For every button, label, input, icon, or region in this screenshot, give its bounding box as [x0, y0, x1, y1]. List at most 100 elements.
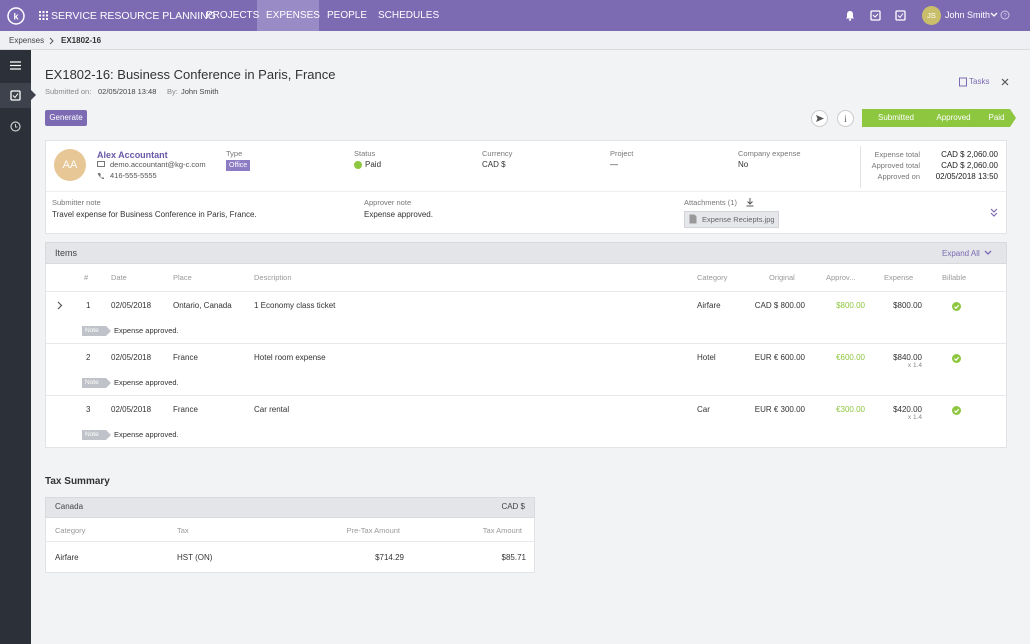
info-button[interactable]: i	[837, 110, 854, 127]
page-title: EX1802-16: Business Conference in Paris,…	[45, 67, 336, 82]
status-step: Approved	[919, 109, 983, 127]
row-description: Car rental	[254, 405, 290, 414]
field-label: Project	[610, 149, 634, 158]
user-avatar[interactable]: JS	[922, 6, 941, 25]
row-original: CAD $ 800.00	[754, 301, 805, 310]
attachments-label: Attachments (1)	[684, 198, 737, 207]
summary-card	[45, 140, 1007, 234]
items-title: Items	[55, 248, 78, 258]
send-button[interactable]	[811, 110, 828, 127]
expand-all-caret[interactable]	[984, 250, 992, 256]
tasks-icon[interactable]	[959, 77, 967, 87]
billable-check	[952, 406, 961, 415]
column-header: Expense	[884, 273, 914, 282]
status-step: Submitted	[862, 109, 930, 127]
row-approved: €600.00	[836, 353, 865, 362]
column-header: Category	[697, 273, 728, 282]
apps-icon[interactable]	[39, 11, 48, 20]
submitted-label: Submitted on:	[45, 87, 92, 96]
row-category: Car	[697, 405, 710, 414]
user-name[interactable]: John Smith	[945, 10, 991, 20]
nav-tab[interactable]: EXPENSES	[266, 10, 320, 21]
field-label: Currency	[482, 149, 513, 158]
nav-tab[interactable]: PEOPLE	[327, 10, 368, 21]
row-approved: €300.00	[836, 405, 865, 414]
history-icon[interactable]	[10, 121, 21, 132]
download-icon[interactable]	[746, 198, 754, 207]
sidebar-pointer	[31, 90, 36, 100]
total-label: Approved total	[871, 161, 920, 170]
svg-text:i: i	[844, 114, 847, 124]
nav-tab[interactable]: PROJECTS	[206, 10, 260, 21]
row-original: EUR € 300.00	[754, 405, 805, 414]
field-value: —	[610, 160, 618, 169]
svg-text:?: ?	[1003, 14, 1007, 20]
field-value: CAD $	[482, 160, 506, 169]
notifications-icon[interactable]	[845, 10, 855, 21]
tax-cell: $85.71	[501, 553, 526, 562]
tasks-link[interactable]: Tasks	[969, 77, 990, 86]
expand-notes[interactable]	[990, 208, 998, 217]
user-menu-caret[interactable]	[990, 12, 998, 18]
logo[interactable]: k	[7, 7, 25, 25]
nav-tab[interactable]: SCHEDULES	[378, 10, 440, 21]
tax-region: Canada	[55, 502, 84, 511]
close-button[interactable]	[1001, 78, 1009, 86]
row-divider	[46, 395, 1006, 396]
menu-icon[interactable]	[10, 61, 21, 70]
active-tab-bg	[257, 0, 319, 31]
row-note: Expense approved.	[114, 326, 179, 335]
expand-row[interactable]	[57, 301, 63, 310]
submitter-email: demo.accountant@kg-c.com	[110, 160, 206, 169]
row-date: 02/05/2018	[111, 405, 152, 414]
tax-cell: $714.29	[375, 553, 404, 562]
expenses-icon[interactable]	[10, 89, 21, 101]
breadcrumb-separator	[49, 37, 54, 45]
column-header: #	[84, 273, 89, 282]
tax-header-line	[46, 541, 534, 542]
items-header	[45, 242, 1007, 264]
note-tag: Note	[82, 378, 111, 388]
field-label: Type	[226, 149, 243, 158]
submitter-note-label: Submitter note	[52, 198, 101, 207]
calendar-icon[interactable]	[870, 9, 881, 21]
row-approved: $800.00	[836, 301, 865, 310]
row-rate: x 1.4	[907, 362, 922, 369]
attachment-name[interactable]: Expense Reciepts.jpg	[702, 215, 775, 224]
generate-button[interactable]: Generate	[45, 110, 87, 126]
status-icon	[354, 161, 362, 169]
row-expense: $840.00	[893, 353, 922, 362]
file-icon	[689, 214, 697, 224]
expand-all[interactable]: Expand All	[942, 249, 980, 258]
sidebar-active	[0, 83, 31, 108]
submitted-by: John Smith	[181, 87, 219, 96]
tasks-icon[interactable]	[895, 9, 906, 21]
tax-column-header: Category	[55, 526, 86, 535]
tax-column-header: Pre-Tax Amount	[346, 526, 400, 535]
column-header: Billable	[942, 273, 967, 282]
field-value: Paid	[365, 160, 382, 169]
top-bar	[0, 0, 1030, 31]
row-category: Hotel	[697, 353, 716, 362]
row-note: Expense approved.	[114, 378, 179, 387]
row-number: 1	[86, 301, 91, 310]
tax-column-header: Tax	[177, 526, 189, 535]
row-expense: $420.00	[893, 405, 922, 414]
row-number: 2	[86, 353, 91, 362]
email-icon	[97, 161, 105, 167]
column-header: Approv...	[826, 273, 856, 282]
brand[interactable]: SERVICE RESOURCE PLANNING	[51, 10, 216, 22]
totals-divider	[860, 146, 861, 188]
total-value: CAD $ 2,060.00	[941, 161, 998, 170]
attachment-chip[interactable]	[684, 211, 779, 228]
submitter-name[interactable]: Alex Accountant	[97, 150, 168, 160]
total-label: Expense total	[874, 150, 920, 159]
breadcrumb-link[interactable]: Expenses	[9, 36, 45, 45]
tax-header	[45, 497, 535, 518]
help-icon[interactable]: ?	[1000, 10, 1010, 20]
status-step: Paid	[972, 109, 1016, 127]
column-header: Date	[111, 273, 127, 282]
phone-icon	[97, 173, 104, 179]
note-tag: Note	[82, 326, 111, 336]
